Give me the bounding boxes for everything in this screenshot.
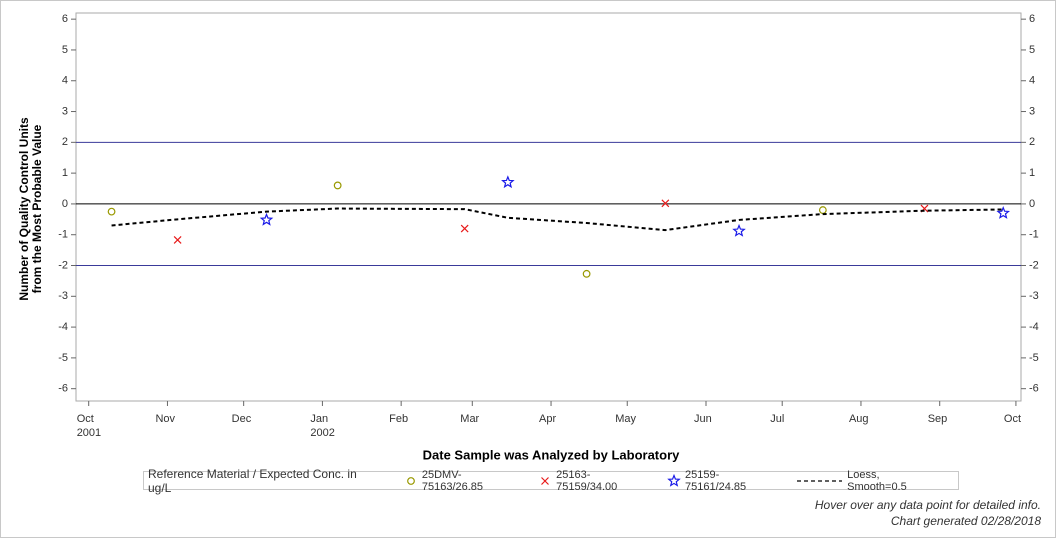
y-tick-label: -4 — [58, 321, 68, 333]
x-tick-label: Oct — [1003, 413, 1022, 425]
legend: Reference Material / Expected Conc. in u… — [143, 467, 959, 495]
y2-tick-label: 0 — [1029, 198, 1035, 210]
y-tick-label: 2 — [62, 136, 68, 148]
legend-title: Reference Material / Expected Conc. in u… — [148, 466, 357, 495]
data-point — [173, 236, 182, 244]
data-point — [996, 206, 1011, 219]
x-tick-label: Apr — [539, 413, 557, 425]
plot-area — [75, 12, 1022, 402]
x-tick-label: Dec — [231, 413, 252, 425]
x-tick-label: Oct 2001 — [76, 413, 102, 439]
data-point — [582, 269, 591, 278]
data-point — [107, 207, 116, 216]
legend-item: 25159-75161/24.85 — [667, 469, 778, 493]
data-point — [818, 206, 827, 214]
x-tick-label: Nov — [155, 413, 175, 425]
y2-tick-label: -6 — [1029, 383, 1039, 395]
data-point — [259, 212, 274, 226]
legend-marker — [407, 476, 416, 485]
y-tick-label: 6 — [62, 13, 68, 25]
data-point — [333, 181, 342, 190]
x-axis-title: Date Sample was Analyzed by Laboratory — [423, 447, 680, 462]
legend-label: 25163-75159/34.00 — [556, 468, 618, 493]
y2-tick-label: 5 — [1029, 44, 1035, 56]
legend-label: 25159-75161/24.85 — [685, 468, 747, 493]
loess-line — [111, 207, 1004, 232]
data-point — [460, 224, 469, 233]
y-tick-label: 3 — [62, 105, 68, 117]
legend-item: 25163-75159/34.00 — [538, 469, 649, 493]
x-tick-label: Jul — [770, 413, 785, 425]
y2-tick-label: 3 — [1029, 105, 1035, 117]
data-point — [661, 199, 670, 208]
y-tick-label: 1 — [62, 167, 68, 179]
y-tick-label: 0 — [62, 198, 68, 210]
legend-icon — [541, 476, 550, 485]
x-tick-label: May — [615, 413, 637, 425]
y-tick-label: 5 — [62, 44, 68, 56]
x-tick-label: Sep — [927, 413, 948, 425]
legend-item: Loess, Smooth=0.5 — [796, 469, 940, 493]
legend-marker — [541, 476, 550, 485]
legend-label: Loess, Smooth=0.5 — [847, 468, 907, 493]
y2-tick-label: 1 — [1029, 167, 1035, 179]
legend-marker — [667, 473, 681, 487]
x-tick-label: Jun — [694, 413, 712, 425]
y-axis-title: Number of Quality Control Units — [17, 117, 31, 301]
x-tick-label: Feb — [389, 413, 409, 425]
legend-icon — [667, 473, 681, 487]
y-tick-label: -5 — [58, 352, 68, 364]
y2-tick-label: -3 — [1029, 290, 1039, 302]
data-point — [501, 175, 515, 189]
legend-item: 25DMV-75163/26.85 — [404, 469, 520, 493]
legend-icon — [407, 476, 416, 485]
y-tick-label: 4 — [62, 75, 68, 87]
y2-tick-label: -5 — [1029, 352, 1039, 364]
x-tick-label: Aug — [848, 413, 869, 425]
y-tick-label: -1 — [58, 229, 68, 241]
x-tick-label: Mar — [460, 413, 480, 425]
y-tick-label: -2 — [58, 259, 68, 271]
footnote: Chart generated 02/28/2018 — [890, 514, 1041, 528]
legend-label: 25DMV-75163/26.85 — [421, 468, 484, 493]
y-tick-label: -3 — [58, 290, 68, 302]
footnote: Hover over any data point for detailed i… — [814, 498, 1041, 512]
y2-tick-label: -4 — [1029, 321, 1039, 333]
y2-tick-label: 6 — [1029, 13, 1035, 25]
data-point — [732, 223, 746, 237]
y2-tick-label: -2 — [1029, 259, 1039, 271]
x-tick-label: Jan 2002 — [310, 413, 335, 439]
legend-icon — [797, 479, 843, 482]
y2-tick-label: 4 — [1029, 75, 1035, 87]
y2-tick-label: 2 — [1029, 136, 1035, 148]
y-tick-label: -6 — [58, 383, 68, 395]
y2-tick-label: -1 — [1029, 229, 1039, 241]
y-axis-title: from the Most Probable Value — [30, 124, 44, 293]
